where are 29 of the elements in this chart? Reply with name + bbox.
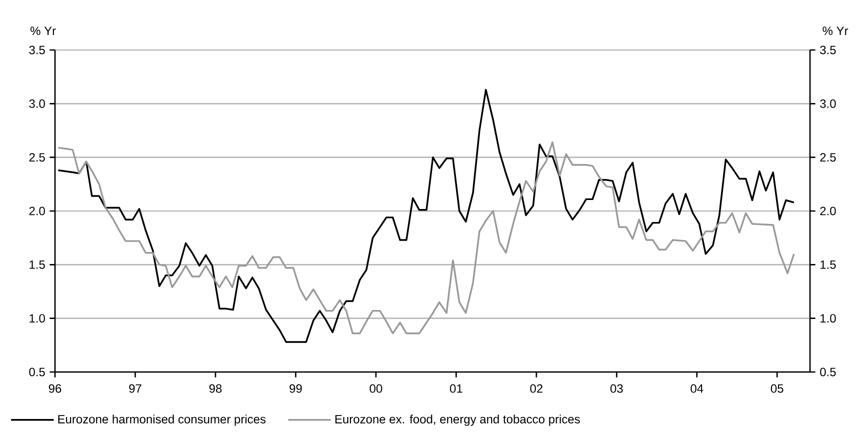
line-series <box>57 88 795 343</box>
y-tick-label: 1.5 <box>30 260 45 269</box>
y-tick-label: 3.5 <box>29 46 45 54</box>
y-tick-label: 1.0 <box>30 314 45 323</box>
y2-tick-label: 3.0 <box>820 99 836 108</box>
x-tick-label: 03 <box>610 384 623 393</box>
x-tick-label: 99 <box>290 384 302 393</box>
legend-label: Eurozone harmonised consumer prices <box>58 414 266 426</box>
x-tick-label: 97 <box>129 384 142 393</box>
y-axis-title: % Yr <box>30 26 56 36</box>
y2-tick-label: 3.5 <box>820 46 836 54</box>
y2-tick-label: 0.5 <box>820 368 836 376</box>
y-tick-label: 2.0 <box>29 206 45 216</box>
y2-axis-title: % Yr <box>822 26 848 36</box>
x-tick-label: 00 <box>370 384 382 393</box>
y2-tick-label: 1.0 <box>820 314 836 323</box>
x-tick-label: 04 <box>690 384 704 393</box>
y2-tick-label: 2.0 <box>820 206 836 216</box>
y-tick-label: 0.5 <box>29 368 45 376</box>
x-tick-label: 01 <box>450 384 462 393</box>
y-tick-label: 2.5 <box>29 153 45 162</box>
y-tick-label: 3.0 <box>29 99 45 108</box>
y2-tick-label: 2.5 <box>820 153 836 162</box>
x-tick-label: 02 <box>530 384 542 393</box>
x-tick-label: 96 <box>48 384 62 393</box>
y2-tick-label: 1.5 <box>820 260 836 269</box>
x-tick-label: 98 <box>209 384 222 393</box>
legend-label: Eurozone ex. food, energy and tobacco prices <box>335 414 580 426</box>
x-tick-label: 05 <box>770 384 784 393</box>
